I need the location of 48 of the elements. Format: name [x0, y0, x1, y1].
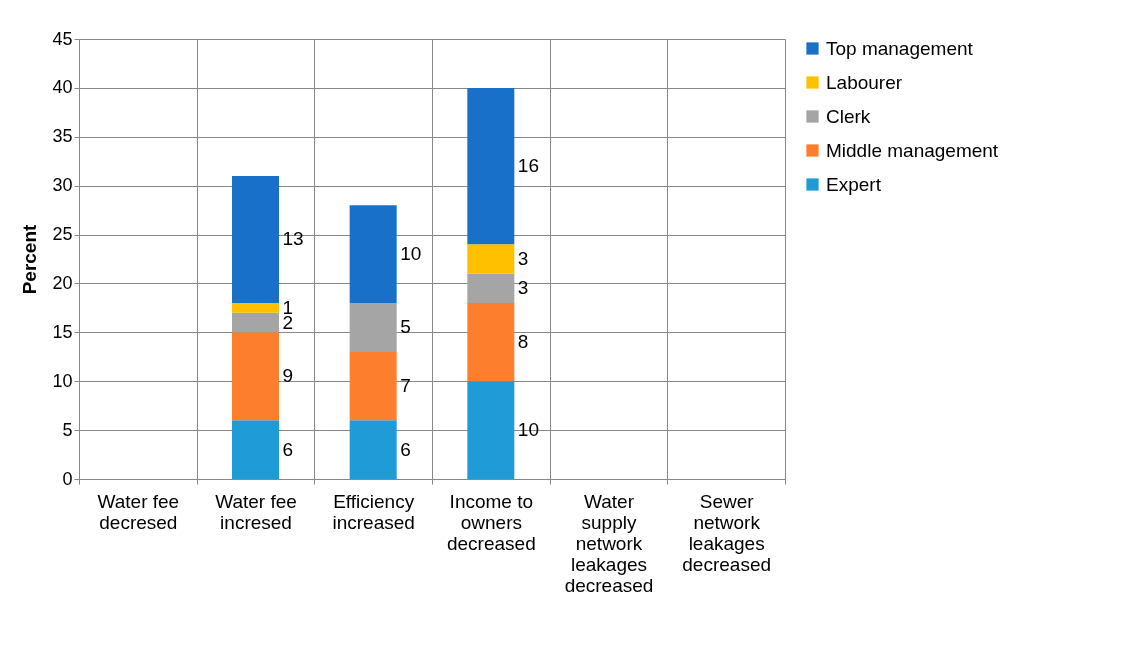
x-tick-label: Water supply network leakages decreased	[564, 490, 654, 596]
y-tick-label: 30	[52, 175, 73, 196]
data-label: 10	[400, 243, 422, 265]
bar	[349, 351, 397, 421]
x-tick-label: Water fee incresed	[215, 490, 297, 533]
bar	[349, 303, 397, 352]
legend-label: Middle management	[826, 139, 999, 161]
bar	[467, 381, 515, 479]
y-tick-label: 40	[52, 77, 73, 98]
x-tick-label: Sewer network leakages decreased	[682, 490, 772, 575]
x-tick-label: Efficiency increased	[332, 490, 415, 533]
x-tick-label: Income to owners decreased	[446, 490, 536, 554]
bar	[467, 303, 515, 382]
data-label: 6	[400, 438, 411, 460]
y-tick-label: 35	[52, 126, 73, 147]
data-label: 9	[282, 365, 294, 387]
y-tick-label: 45	[52, 28, 73, 49]
y-tick-label: 25	[52, 224, 73, 245]
data-label: 16	[517, 155, 539, 177]
bar	[467, 273, 515, 303]
legend-label: Labourer	[826, 71, 903, 93]
x-tick-label: Water fee decresed	[97, 490, 180, 533]
y-axis-title: Percent	[19, 223, 41, 295]
y-tick-label: 20	[52, 272, 73, 293]
bar	[232, 332, 279, 421]
y-tick-label: 5	[62, 419, 73, 440]
y-tick-label: 10	[52, 370, 73, 391]
data-label: 3	[517, 277, 529, 299]
bar	[232, 420, 279, 479]
legend-label: Clerk	[826, 105, 871, 127]
bar	[232, 312, 279, 333]
y-tick-label: 0	[62, 468, 73, 489]
bar	[232, 303, 279, 313]
data-label: 8	[517, 331, 529, 353]
legend-label: Top management	[826, 37, 974, 59]
bar	[467, 244, 515, 274]
y-tick-label: 15	[52, 321, 73, 342]
data-label: 13	[282, 228, 304, 250]
bar	[349, 205, 397, 303]
data-label: 7	[400, 375, 411, 397]
legend-label: Expert	[826, 173, 882, 195]
data-label: 6	[282, 438, 294, 460]
bar	[232, 175, 279, 303]
data-label: 3	[517, 248, 529, 269]
bar	[349, 420, 397, 479]
data-label: 5	[400, 316, 411, 338]
data-label: 10	[517, 419, 539, 441]
bar	[467, 87, 515, 245]
